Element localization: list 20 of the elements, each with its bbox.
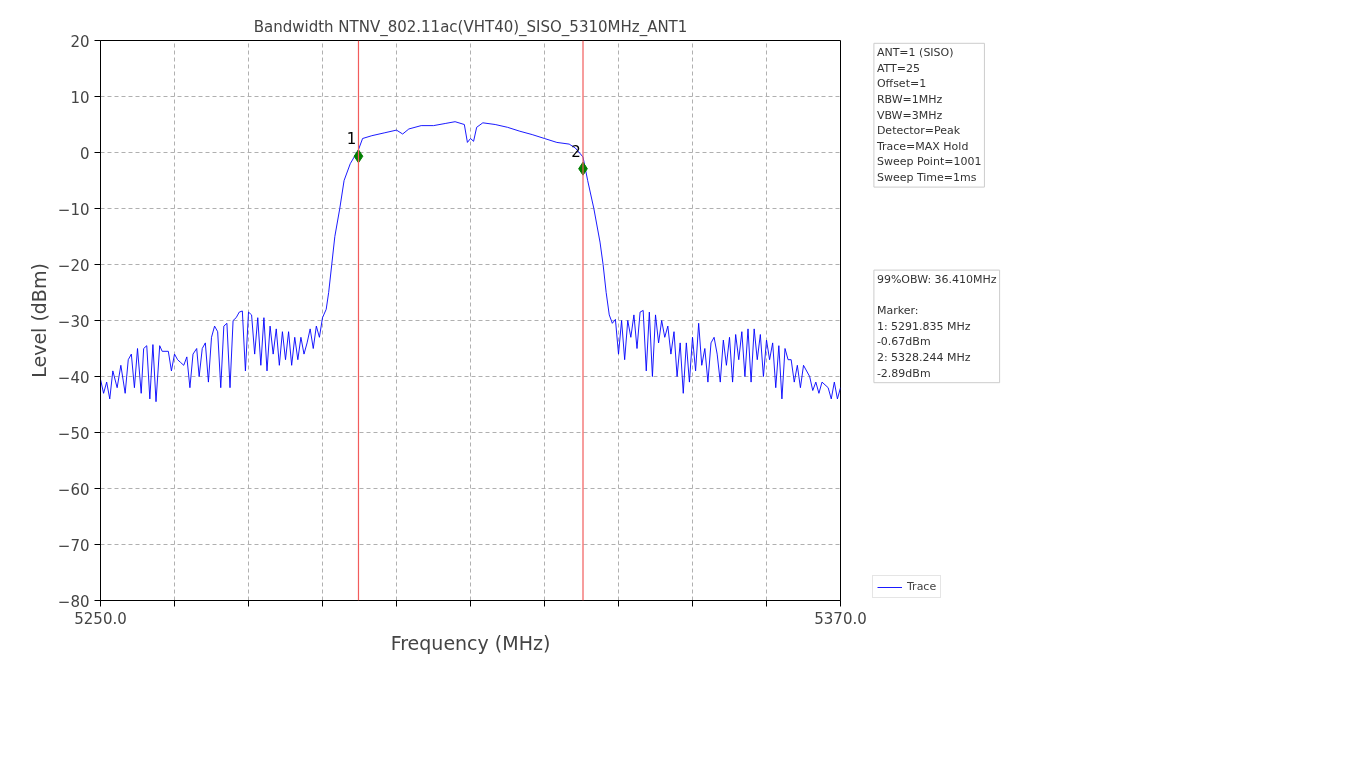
text: 99%OBW: 36.410MHz Marker: 1: 5291.835 MHz -0.67dBm 2: 5328.244 MHz -2.89dBm xyxy=(876,273,997,380)
legend-label: Trace xyxy=(907,580,937,593)
text: ANT=1 (SISO) ATT=25 Offset=1 RBW=1MHz VBW=3MHz Detector=Peak Trace=MAX Hold Sweep Point=1001 Sweep Time=1ms xyxy=(876,46,982,185)
y-tick-label: −30 xyxy=(57,312,90,331)
x-tick-label: 5250.0 xyxy=(74,609,127,628)
y-axis-title: Level (dBm) xyxy=(27,263,50,378)
y-tick-label: −20 xyxy=(57,256,90,275)
annotation: 1 xyxy=(346,130,357,149)
y-tick-label: 0 xyxy=(79,144,90,163)
y-tick-label: 20 xyxy=(70,32,90,51)
chart-title: Bandwidth NTNV_802.11ac(VHT40)_SISO_5310MHz_ANT1 xyxy=(253,17,688,37)
x-tick-label: 5370.0 xyxy=(814,609,867,628)
y-tick-label: −80 xyxy=(57,592,90,611)
y-tick-label: −10 xyxy=(57,200,90,219)
y-tick-label: −60 xyxy=(57,480,90,499)
y-tick-label: −70 xyxy=(57,536,90,555)
x-axis-title: Frequency (MHz) xyxy=(390,631,551,654)
y-tick-label: −40 xyxy=(57,368,90,387)
y-tick-label: −50 xyxy=(57,424,90,443)
y-tick-label: 10 xyxy=(70,88,90,107)
